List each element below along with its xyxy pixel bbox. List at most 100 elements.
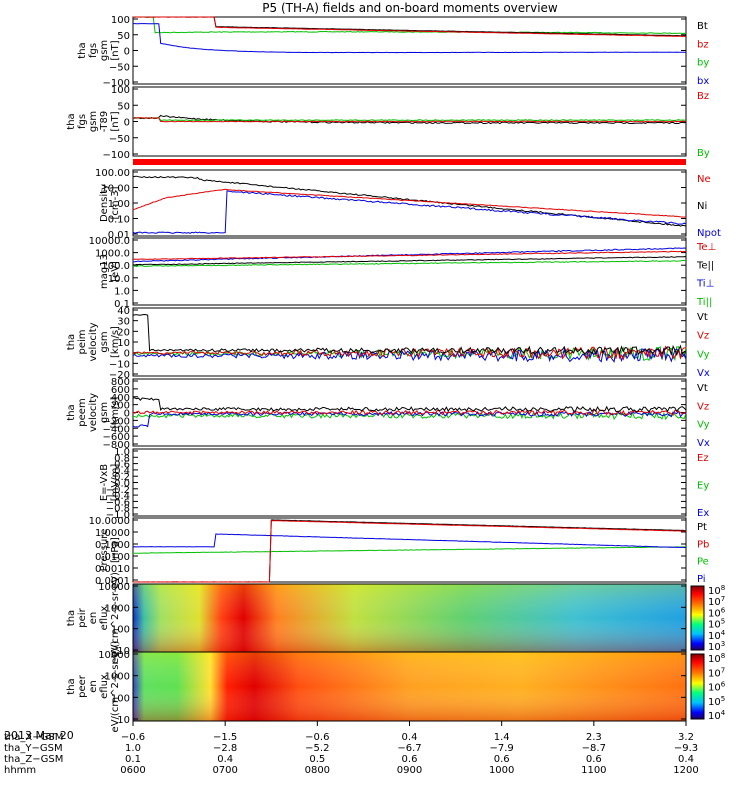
x-tick-label: 1200: [673, 765, 698, 776]
y-tick-label: 0.0: [114, 479, 130, 490]
y-tick-label: 40: [117, 306, 130, 317]
y-tick-label: −800: [103, 440, 130, 451]
legend-Te||: Te||: [696, 260, 714, 271]
series-line: [132, 256, 687, 266]
colorbar-label: 106: [708, 681, 726, 694]
y-tick-label: 10.0000: [89, 516, 130, 527]
x-tick-label: 1100: [581, 765, 606, 776]
x-tick-label: 0.6: [586, 754, 602, 765]
y-axis-label: [cm-3]: [110, 186, 121, 219]
spectrogram-shade: [133, 584, 686, 652]
legend-Bz: Bz: [697, 91, 709, 102]
x-tick-label: 1000: [489, 765, 514, 776]
series-line: [132, 313, 687, 357]
y-tick-label: 30: [117, 317, 130, 328]
x-tick-label: −5.2: [305, 743, 329, 754]
x-row-label: hhmm: [4, 765, 36, 776]
y-tick-label: 0.0100: [95, 552, 130, 563]
x-tick-label: −2.8: [213, 743, 237, 754]
legend-Bt: Bt: [697, 21, 708, 32]
y-axis-label: peer: [77, 674, 88, 698]
x-tick-label: 0.6: [494, 754, 510, 765]
y-tick-label: −600: [103, 432, 130, 443]
x-tick-label: 0800: [305, 765, 330, 776]
x-tick-label: 0700: [212, 765, 237, 776]
legend-Npot: Npot: [697, 228, 721, 239]
x-tick-label: −0.6: [305, 732, 329, 743]
y-tick-label: 0.4: [114, 466, 130, 477]
legend-Te⊥: Te⊥: [696, 242, 716, 253]
y-tick-label: 100: [111, 85, 130, 96]
legend-By: By: [697, 148, 710, 159]
panel-density: [132, 169, 687, 237]
x-tick-label: −1.5: [213, 732, 237, 743]
legend-Vy: Vy: [697, 349, 710, 360]
y-tick-label: 1.0: [114, 447, 130, 458]
legend-Vx: Vx: [697, 438, 710, 449]
y-axis-label: [nPa]: [110, 537, 121, 563]
y-axis-label: velocity: [88, 393, 99, 432]
y-tick-label: 50: [117, 31, 130, 42]
mode-bar: [133, 159, 686, 165]
x-tick-label: −7.9: [490, 743, 514, 754]
panel-ion-spectrogram: [132, 583, 705, 653]
legend-Pe: Pe: [697, 557, 709, 568]
y-axis-label: -T89: [99, 111, 110, 133]
y-tick-label: 100.00: [95, 168, 130, 179]
y-axis-label: eflux: [99, 674, 110, 699]
series-line: [132, 188, 687, 218]
legend-Ey: Ey: [697, 481, 709, 492]
y-axis-label: [nT]: [110, 111, 121, 131]
chart-title: P5 (TH-A) fields and on-board moments ov…: [262, 1, 558, 15]
series-line: [133, 23, 686, 54]
y-tick-label: 20: [117, 327, 130, 338]
y-tick-label: 0: [124, 118, 130, 129]
series-line: [132, 533, 687, 549]
spectrogram-shade: [133, 652, 686, 721]
y-tick-label: −10: [109, 359, 130, 370]
y-axis-label: eV/(cm^2-s-sr-eV): [110, 572, 121, 664]
y-tick-label: −50: [109, 62, 130, 73]
y-tick-label: 0.0010: [95, 564, 130, 575]
y-axis-label: en: [88, 680, 99, 693]
x-tick-label: 0.5: [309, 754, 325, 765]
colorbar: [690, 585, 705, 651]
y-tick-label: 100: [111, 693, 130, 704]
series-line: [133, 546, 686, 554]
x-tick-label: −8.7: [582, 743, 606, 754]
y-tick-label: 800: [111, 377, 130, 388]
y-tick-label: 1000: [105, 603, 130, 614]
panel-frame: [132, 307, 687, 377]
y-tick-label: −0.4: [106, 491, 130, 502]
y-axis-label: peim: [77, 329, 88, 354]
series-line: [133, 16, 687, 37]
y-tick-label: 100.0: [101, 261, 130, 272]
y-axis-label: [eV]: [110, 261, 121, 282]
y-tick-label: −1.0: [106, 510, 130, 521]
x-tick-label: 2.3: [586, 732, 602, 743]
y-tick-label: −100: [103, 150, 130, 161]
y-axis-label: fgs: [88, 43, 99, 58]
y-tick-label: 10000: [98, 650, 130, 661]
y-axis-label: eV/(cm^2-s-sr-eV): [110, 640, 121, 732]
y-tick-label: 10: [117, 646, 130, 657]
y-tick-label: 10.00: [101, 184, 130, 195]
y-tick-label: 400: [111, 393, 130, 404]
y-axis-label: tha: [66, 334, 77, 350]
legend-Vy: Vy: [697, 420, 710, 431]
panel-frame: [132, 237, 687, 306]
y-tick-label: 0.2: [114, 472, 130, 483]
y-tick-label: 0.1: [114, 299, 130, 310]
y-axis-label: tha: [66, 610, 77, 626]
legend-Pb: Pb: [697, 539, 709, 550]
y-axis-label: tha: [66, 678, 77, 694]
y-tick-label: 50: [117, 101, 130, 112]
footer-date: 2013 Mar 20: [4, 729, 74, 742]
y-axis-label: gsm: [99, 402, 110, 423]
y-tick-label: −400: [103, 424, 130, 435]
y-axis-label: E=-VxB: [99, 464, 110, 501]
legend-Ez: Ez: [697, 453, 709, 464]
y-axis-label: eflux: [99, 606, 110, 631]
y-tick-label: 200: [111, 401, 130, 412]
